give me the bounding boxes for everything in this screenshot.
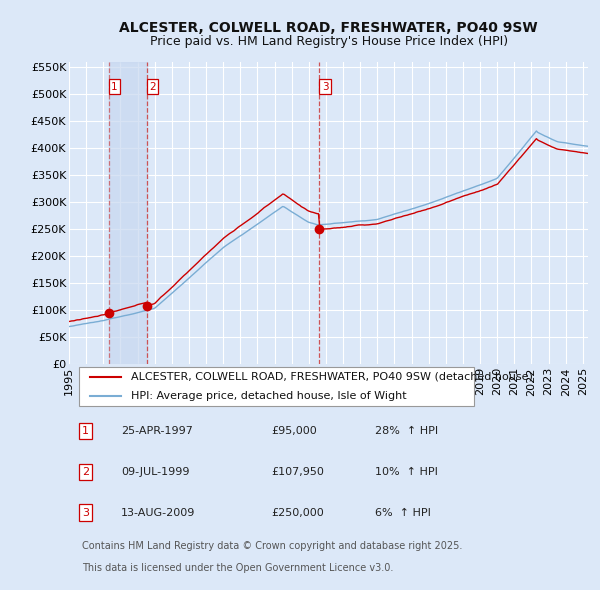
Text: 25-APR-1997: 25-APR-1997 — [121, 426, 193, 436]
Text: £107,950: £107,950 — [271, 467, 324, 477]
Text: 1: 1 — [111, 81, 118, 91]
Text: 6%  ↑ HPI: 6% ↑ HPI — [375, 507, 431, 517]
Text: Contains HM Land Registry data © Crown copyright and database right 2025.: Contains HM Land Registry data © Crown c… — [82, 542, 463, 552]
Text: 1: 1 — [82, 426, 89, 436]
Bar — [109, 62, 146, 365]
Text: £95,000: £95,000 — [271, 426, 317, 436]
FancyBboxPatch shape — [79, 366, 474, 406]
Text: This data is licensed under the Open Government Licence v3.0.: This data is licensed under the Open Gov… — [82, 563, 394, 573]
Text: 2: 2 — [82, 467, 89, 477]
Text: 2: 2 — [149, 81, 156, 91]
Text: 28%  ↑ HPI: 28% ↑ HPI — [375, 426, 439, 436]
Text: £250,000: £250,000 — [271, 507, 324, 517]
Text: 3: 3 — [322, 81, 329, 91]
Text: 09-JUL-1999: 09-JUL-1999 — [121, 467, 190, 477]
Text: ALCESTER, COLWELL ROAD, FRESHWATER, PO40 9SW: ALCESTER, COLWELL ROAD, FRESHWATER, PO40… — [119, 21, 538, 35]
Text: HPI: Average price, detached house, Isle of Wight: HPI: Average price, detached house, Isle… — [131, 391, 407, 401]
Text: 10%  ↑ HPI: 10% ↑ HPI — [375, 467, 438, 477]
Text: Price paid vs. HM Land Registry's House Price Index (HPI): Price paid vs. HM Land Registry's House … — [150, 35, 508, 48]
Text: 3: 3 — [82, 507, 89, 517]
Text: ALCESTER, COLWELL ROAD, FRESHWATER, PO40 9SW (detached house): ALCESTER, COLWELL ROAD, FRESHWATER, PO40… — [131, 372, 533, 382]
Text: 13-AUG-2009: 13-AUG-2009 — [121, 507, 195, 517]
